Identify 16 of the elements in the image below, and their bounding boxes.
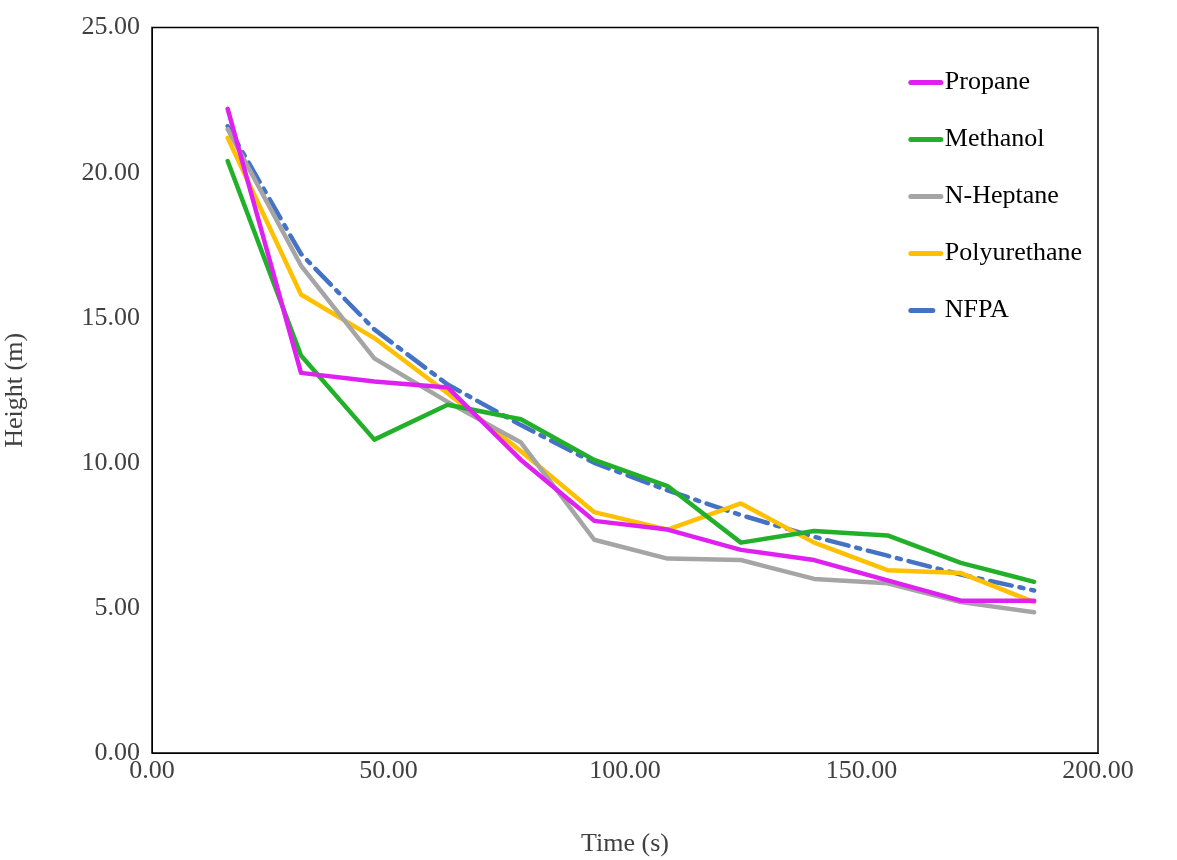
legend-label: Methanol [944,123,1045,153]
legend-label: NFPA [944,294,1010,324]
x-tick-label: 50.00 [359,755,418,785]
y-axis-title: Height (m) [0,332,29,448]
y-tick-label: 15.00 [81,301,140,331]
x-tick-label: 100.00 [589,755,661,785]
x-tick-label: 200.00 [1062,755,1134,785]
legend-label: Polyurethane [944,237,1082,267]
y-tick-label: 25.00 [81,11,140,41]
x-tick-label: 150.00 [825,755,898,785]
legend-label: N-Heptane [944,180,1059,210]
x-axis-title: Time (s) [581,828,669,858]
legend-label: Propane [944,66,1031,96]
y-tick-label: 10.00 [81,446,140,476]
y-tick-label: 5.00 [94,591,140,621]
y-tick-label: 20.00 [81,156,140,186]
